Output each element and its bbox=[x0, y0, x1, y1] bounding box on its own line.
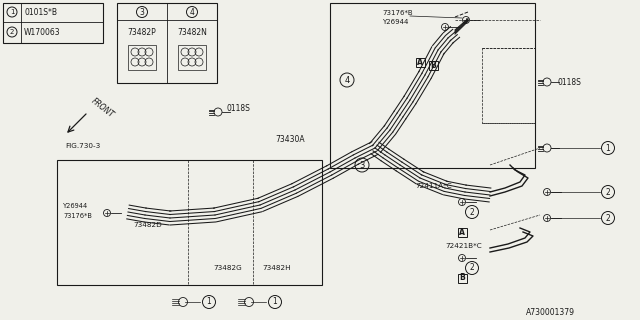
Text: Y26944: Y26944 bbox=[63, 203, 88, 209]
Bar bbox=[458, 274, 467, 283]
Text: B: B bbox=[430, 60, 436, 69]
Text: 0118S: 0118S bbox=[557, 77, 581, 86]
Text: A: A bbox=[417, 58, 423, 67]
Text: 0101S*B: 0101S*B bbox=[24, 7, 57, 17]
Bar bbox=[415, 58, 424, 67]
Text: 73482G: 73482G bbox=[213, 265, 242, 271]
Bar bbox=[3, 3, 103, 43]
Bar bbox=[117, 3, 217, 83]
Text: FRONT: FRONT bbox=[90, 96, 116, 120]
Text: FIG.730-3: FIG.730-3 bbox=[65, 143, 100, 149]
Text: 73176*B: 73176*B bbox=[382, 10, 413, 16]
Text: 73176*B: 73176*B bbox=[63, 213, 92, 219]
Text: 2: 2 bbox=[470, 207, 474, 217]
Text: 4: 4 bbox=[189, 7, 195, 17]
Text: 73482D: 73482D bbox=[133, 222, 162, 228]
Bar bbox=[178, 44, 206, 69]
Text: A: A bbox=[459, 228, 465, 236]
Text: 73430A: 73430A bbox=[275, 135, 305, 144]
Text: Y26944: Y26944 bbox=[382, 19, 408, 25]
Text: 72411A*C: 72411A*C bbox=[415, 183, 452, 189]
Text: 1: 1 bbox=[273, 298, 277, 307]
Text: 2: 2 bbox=[605, 188, 611, 196]
Bar bbox=[429, 60, 438, 69]
Bar bbox=[128, 44, 156, 69]
Text: 1: 1 bbox=[605, 143, 611, 153]
Text: 73482P: 73482P bbox=[127, 28, 156, 37]
Bar bbox=[330, 3, 535, 168]
Text: 2: 2 bbox=[10, 29, 14, 35]
Text: W170063: W170063 bbox=[24, 28, 61, 36]
Text: A730001379: A730001379 bbox=[526, 308, 575, 317]
Text: 4: 4 bbox=[344, 76, 349, 84]
Text: B: B bbox=[459, 274, 465, 283]
Text: 73482H: 73482H bbox=[262, 265, 291, 271]
Text: 0118S: 0118S bbox=[226, 103, 250, 113]
Text: 73482N: 73482N bbox=[177, 28, 207, 37]
Bar bbox=[482, 48, 535, 123]
Text: 72421B*C: 72421B*C bbox=[445, 243, 482, 249]
Text: 1: 1 bbox=[207, 298, 211, 307]
Bar bbox=[458, 228, 467, 236]
Bar bbox=[57, 160, 322, 285]
Text: 3: 3 bbox=[359, 161, 365, 170]
Text: 3: 3 bbox=[140, 7, 145, 17]
Text: 1: 1 bbox=[10, 9, 14, 15]
Text: 2: 2 bbox=[470, 263, 474, 273]
Text: 2: 2 bbox=[605, 213, 611, 222]
